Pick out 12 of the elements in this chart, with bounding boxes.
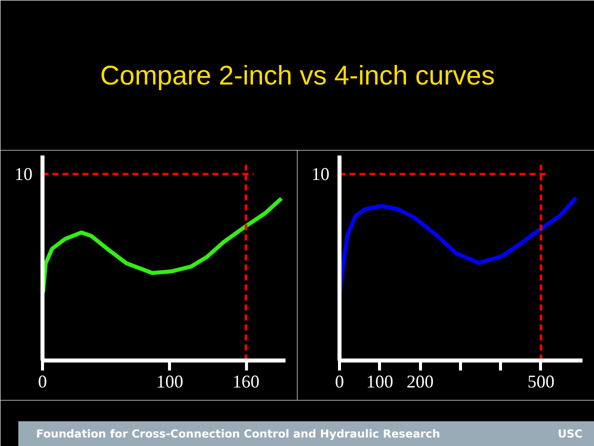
text: USC — [558, 428, 583, 441]
text: 10 — [312, 164, 330, 184]
x-tick-label: 0 — [38, 372, 47, 392]
x-tick-label: 0 — [335, 372, 344, 392]
x-tick-label: 100 — [156, 372, 184, 392]
x-tick-label: 160 — [232, 372, 260, 392]
chart-title: Compare 2-inch vs 4-inch curves — [100, 60, 495, 90]
x-tick-label: 100 — [366, 372, 394, 392]
x-tick-label: 200 — [406, 372, 434, 392]
text: Foundation for Cross-Connection Control and Hydraulic Research — [36, 428, 440, 441]
text: 10 — [14, 164, 32, 184]
x-tick-label: 500 — [527, 372, 554, 392]
